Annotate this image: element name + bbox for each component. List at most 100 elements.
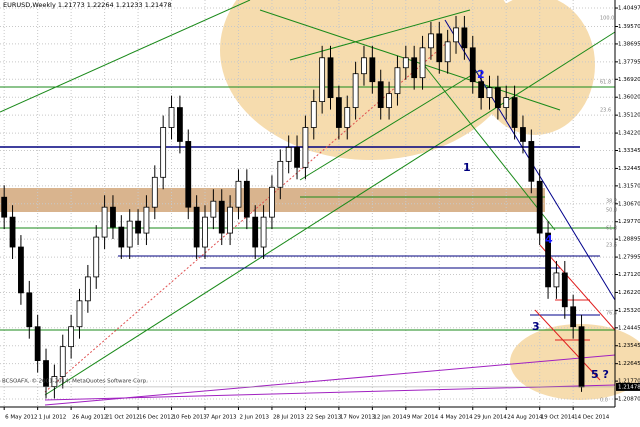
y-tick-label: 1.27120 xyxy=(618,272,640,278)
candle-body xyxy=(218,200,225,234)
candle-body xyxy=(84,276,91,302)
y-tick-label: 1.25320 xyxy=(618,308,640,314)
x-tick-label: 22 Sep 2013 xyxy=(306,415,341,421)
candle-body xyxy=(285,147,292,162)
x-tick-label: 6 May 2012 xyxy=(5,415,37,421)
fib-label: 38.2 xyxy=(606,199,617,205)
x-tick-label: 14 Dec 2014 xyxy=(574,415,610,421)
candle-body xyxy=(310,101,317,128)
candle-body xyxy=(578,326,585,388)
candle-body xyxy=(202,216,208,248)
fib-label: 23.6 xyxy=(606,243,617,249)
channel xyxy=(539,244,616,331)
trendline xyxy=(289,9,471,61)
candle-body xyxy=(536,180,543,234)
x-tick-label: 7 Apr 2013 xyxy=(206,415,237,421)
wave-label: 5 ? xyxy=(591,368,609,381)
fib-label: 50.0 xyxy=(606,208,617,214)
y-tick-label: 1.23545 xyxy=(618,343,640,349)
y-tick-label: 1.30670 xyxy=(618,201,640,207)
candle-body xyxy=(503,97,510,108)
x-tick-label: 4 May 2014 xyxy=(440,415,473,421)
x-tick-label: 29 Jun 2014 xyxy=(474,415,508,421)
candle-body xyxy=(344,107,351,128)
candle-body xyxy=(269,186,275,218)
candle-body xyxy=(570,306,577,328)
candle-body xyxy=(486,87,493,99)
candle-body xyxy=(319,57,326,103)
last-price-box xyxy=(616,382,640,391)
y-tick-label: 1.33345 xyxy=(618,148,640,154)
candle-body xyxy=(335,97,342,128)
wave-label: 3 xyxy=(532,320,540,333)
y-tick-label: 1.29770 xyxy=(618,219,640,225)
x-tick-label: 12 Jan 2014 xyxy=(373,415,406,421)
y-tick-label: 1.37795 xyxy=(618,59,640,65)
y-tick-label: 1.20870 xyxy=(618,397,640,403)
candle-body xyxy=(402,57,409,69)
fib-label: 0.0 xyxy=(600,398,608,404)
candle-body xyxy=(143,206,150,234)
candle-body xyxy=(185,141,192,208)
chart-header: EURUSD,Weekly 1.21773 1.22264 1.21233 1.… xyxy=(3,1,172,9)
candle-body xyxy=(34,326,41,361)
candle-body xyxy=(277,160,284,188)
x-tick-label: 24 Aug 2014 xyxy=(507,415,543,421)
zone xyxy=(510,324,640,400)
candle-body xyxy=(294,147,300,168)
candle-body xyxy=(511,97,518,128)
candle-body xyxy=(168,107,175,128)
last-price-label: 1.21478 xyxy=(618,384,640,390)
x-tick-label: 28 Jul 2013 xyxy=(273,415,305,421)
candle-body xyxy=(76,300,83,328)
fib-label: 61.8 xyxy=(600,80,611,86)
y-tick-label: 1.34220 xyxy=(618,131,640,137)
y-tick-label: 1.40497 xyxy=(618,6,640,12)
x-tick-label: 9 Mar 2014 xyxy=(407,415,439,421)
grid xyxy=(0,0,615,407)
y-tick-label: 1.36020 xyxy=(618,95,640,101)
candle-body xyxy=(352,73,359,108)
y-tick-label: 1.31570 xyxy=(618,183,640,189)
candle-body xyxy=(227,206,234,234)
x-tick-label: 2 Jun 2013 xyxy=(239,415,269,421)
x-tick-label: 19 Oct 2014 xyxy=(541,415,576,421)
trendline xyxy=(299,69,481,181)
trendline xyxy=(259,9,561,111)
trendline xyxy=(0,0,251,113)
y-tick-label: 1.32445 xyxy=(618,166,640,172)
fib-label: 76.4 xyxy=(606,311,617,317)
y-tick-label: 1.21770 xyxy=(618,379,640,385)
y-tick-label: 1.26220 xyxy=(618,290,640,296)
y-tick-label: 1.27995 xyxy=(618,255,640,261)
candle-body xyxy=(243,180,250,218)
x-tick-label: 21 Oct 2012 xyxy=(106,415,140,421)
candle-body xyxy=(68,326,75,348)
channel xyxy=(534,309,601,381)
candle-body xyxy=(428,33,434,49)
candle-body xyxy=(18,246,24,294)
candle-body xyxy=(151,176,158,208)
fib-label: 61.8 xyxy=(606,226,617,232)
candle-body xyxy=(110,206,116,228)
candles xyxy=(1,15,585,399)
wave-label: 4 xyxy=(545,233,553,246)
y-tick-label: 1.22645 xyxy=(618,361,640,367)
candle-body xyxy=(118,226,125,248)
candle-body xyxy=(43,360,49,387)
trendline xyxy=(44,31,616,396)
candle-body xyxy=(176,107,183,142)
wave-label: 1 xyxy=(463,161,471,174)
candle-body xyxy=(444,41,451,63)
candle-body xyxy=(528,141,535,182)
candle-body xyxy=(302,127,309,168)
candle-body xyxy=(377,81,384,108)
candle-body xyxy=(469,47,476,83)
wave-label: 2 xyxy=(477,68,485,81)
candle-body xyxy=(210,200,217,218)
candle-body xyxy=(93,236,100,278)
y-tick-label: 1.24445 xyxy=(618,325,640,331)
candle-body xyxy=(9,216,16,248)
